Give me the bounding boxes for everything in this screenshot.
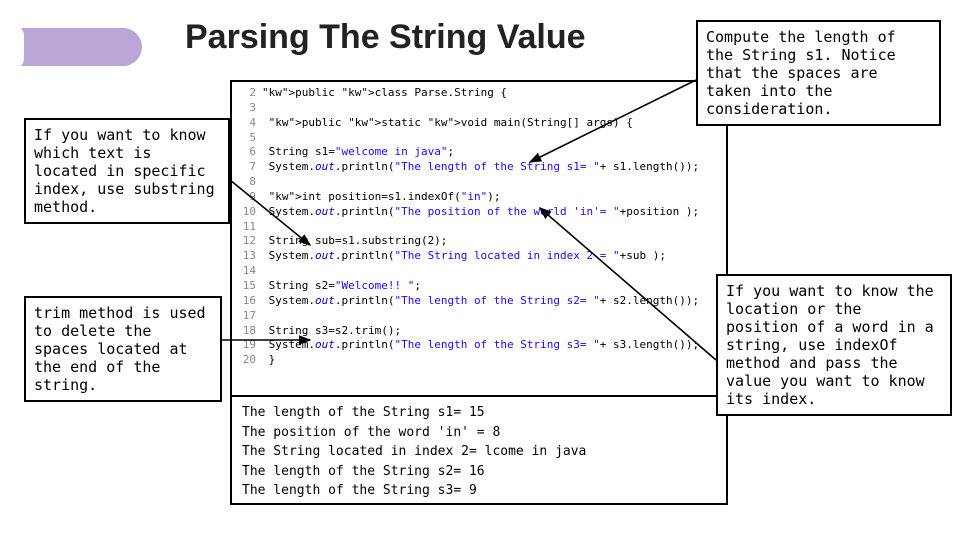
code-line: 14 xyxy=(238,264,720,279)
code-line: 17 xyxy=(238,309,720,324)
slide-accent xyxy=(12,28,142,66)
code-line: 6 String s1="welcome in java"; xyxy=(238,145,720,160)
output-line: The position of the word 'in' = 8 xyxy=(242,423,716,443)
code-line: 13 System.out.println("The String locate… xyxy=(238,249,720,264)
code-block: 2"kw">public "kw">class Parse.String {34… xyxy=(230,80,728,410)
output-line: The length of the String s1= 15 xyxy=(242,403,716,423)
output-line: The length of the String s2= 16 xyxy=(242,462,716,482)
code-line: 15 String s2="Welcome!! "; xyxy=(238,279,720,294)
code-line: 18 String s3=s2.trim(); xyxy=(238,324,720,339)
code-line: 11 xyxy=(238,220,720,235)
code-line: 4 "kw">public "kw">static "kw">void main… xyxy=(238,116,720,131)
code-line: 2"kw">public "kw">class Parse.String { xyxy=(238,86,720,101)
callout-indexof: If you want to know the location or the … xyxy=(716,274,952,416)
code-line: 12 String sub=s1.substring(2); xyxy=(238,234,720,249)
output-block: The length of the String s1= 15The posit… xyxy=(230,395,728,505)
code-line: 16 System.out.println("The length of the… xyxy=(238,294,720,309)
code-line: 8 xyxy=(238,175,720,190)
output-line: The length of the String s3= 9 xyxy=(242,481,716,501)
code-line: 5 xyxy=(238,131,720,146)
code-line: 9 "kw">int position=s1.indexOf("in"); xyxy=(238,190,720,205)
callout-length: Compute the length of the String s1. Not… xyxy=(696,20,941,126)
callout-trim: trim method is used to delete the spaces… xyxy=(24,296,222,402)
output-line: The String located in index 2= lcome in … xyxy=(242,442,716,462)
code-line: 3 xyxy=(238,101,720,116)
slide-title: Parsing The String Value xyxy=(185,18,586,57)
code-line: 20 } xyxy=(238,353,720,368)
callout-substring: If you want to know which text is locate… xyxy=(24,118,230,224)
code-line: 10 System.out.println("The position of t… xyxy=(238,205,720,220)
code-line: 19 System.out.println("The length of the… xyxy=(238,338,720,353)
code-line: 7 System.out.println("The length of the … xyxy=(238,160,720,175)
